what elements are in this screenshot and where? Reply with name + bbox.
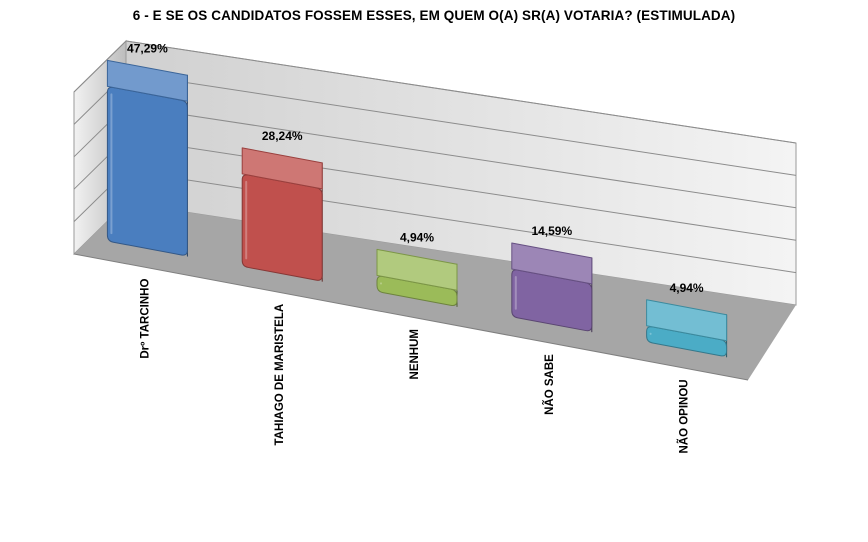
category-label: NÃO SABE	[543, 354, 556, 415]
bar-top	[511, 242, 593, 285]
bar-top	[646, 299, 728, 342]
bar	[511, 242, 593, 333]
category-labels: Drº TARCINHO TAHIAGO DE MARISTELA NENHUM NÃ…	[139, 279, 690, 454]
bar	[376, 248, 458, 307]
bar-front	[241, 174, 323, 281]
bar-front	[376, 275, 458, 307]
bar	[646, 299, 728, 358]
data-label: 4,94%	[670, 281, 704, 295]
category-label: NÃO OPINOU	[678, 379, 691, 453]
category-label: Drº TARCINHO	[139, 279, 151, 359]
value-labels: 47,29% 28,24% 4,94% 14,59% 4,94%	[127, 41, 704, 294]
bar-front	[106, 86, 188, 256]
bar-front	[511, 269, 593, 332]
data-label: 4,94%	[400, 230, 434, 244]
bars	[106, 59, 728, 358]
bar-front	[646, 326, 728, 357]
bar	[241, 147, 323, 282]
category-label: NENHUM	[409, 329, 421, 379]
gridline	[73, 40, 797, 144]
data-label: 47,29%	[127, 41, 168, 55]
x-axis-line	[73, 253, 749, 381]
chart-title: 6 - E SE OS CANDIDATOS FOSSEM ESSES, EM …	[132, 8, 736, 23]
bar-top	[241, 147, 323, 190]
bar-top	[376, 248, 458, 291]
data-label: 28,24%	[262, 129, 303, 143]
bar-top	[106, 59, 188, 102]
category-label: TAHIAGO DE MARISTELA	[274, 304, 286, 446]
data-label: 14,59%	[531, 224, 572, 238]
bar	[106, 59, 188, 257]
